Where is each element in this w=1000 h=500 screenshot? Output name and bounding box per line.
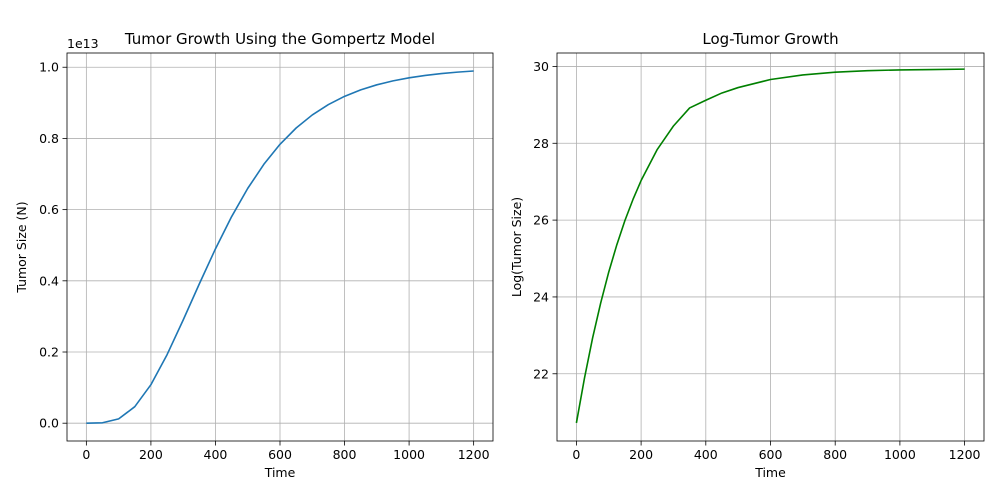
- left-chart-y-offset-text: 1e13: [67, 36, 99, 51]
- left-chart-axes-frame: [66, 52, 494, 442]
- left-chart-x-tick-label: 200: [139, 447, 163, 462]
- left-chart-title: Tumor Growth Using the Gompertz Model: [124, 30, 435, 48]
- right-chart-x-tick-label: 0: [572, 447, 580, 462]
- right-chart-y-axis-label: Log(Tumor Size): [509, 197, 524, 297]
- right-chart-panel: Log-Tumor Growth Time Log(Tumor Size) 0 2…: [509, 30, 985, 480]
- left-chart-x-tick-label: 400: [204, 447, 228, 462]
- left-chart-x-tick-label: 1000: [393, 447, 425, 462]
- right-chart-y-tick-label: 30: [533, 59, 549, 74]
- left-chart-x-tick-label: 600: [268, 447, 292, 462]
- right-chart-x-tick-label: 1200: [949, 447, 981, 462]
- right-chart-y-tick-label: 22: [533, 366, 549, 381]
- left-chart-y-tick-label: 0.8: [39, 131, 59, 146]
- right-chart-x-axis-label: Time: [754, 465, 786, 480]
- right-chart-x-tick-label: 400: [694, 447, 718, 462]
- left-chart-x-tick-label: 800: [333, 447, 357, 462]
- right-chart-x-tick-label: 200: [629, 447, 653, 462]
- left-chart-x-tick-label: 0: [82, 447, 90, 462]
- right-chart-grid: [557, 53, 984, 441]
- right-chart-x-tick-label: 800: [823, 447, 847, 462]
- right-chart-y-tick-label: 26: [533, 213, 549, 228]
- left-chart-grid: [67, 53, 493, 441]
- left-chart-y-tick-label: 0.2: [39, 345, 59, 360]
- left-chart-x-tick-label: 1200: [458, 447, 490, 462]
- left-chart-panel: Tumor Growth Using the Gompertz Model Ti…: [14, 30, 494, 480]
- left-chart-series-line: [86, 70, 474, 424]
- left-chart-y-tick-label: 0.6: [39, 202, 59, 217]
- right-chart-title: Log-Tumor Growth: [702, 30, 838, 48]
- right-chart-axes-frame: [556, 52, 985, 442]
- left-chart-y-tick-label: 0.0: [39, 416, 59, 431]
- right-chart-x-tick-label: 600: [759, 447, 783, 462]
- left-chart-y-tick-label: 0.4: [39, 273, 59, 288]
- left-chart-x-axis-label: Time: [264, 465, 296, 480]
- left-chart-y-axis-label: Tumor Size (N): [14, 201, 29, 293]
- left-chart-y-tick-label: 1.0: [39, 60, 59, 75]
- right-chart-y-tick-label: 24: [533, 289, 549, 304]
- right-chart-series-line: [575, 68, 965, 424]
- right-chart-y-tick-label: 28: [533, 136, 549, 151]
- right-chart-x-tick-label: 1000: [884, 447, 916, 462]
